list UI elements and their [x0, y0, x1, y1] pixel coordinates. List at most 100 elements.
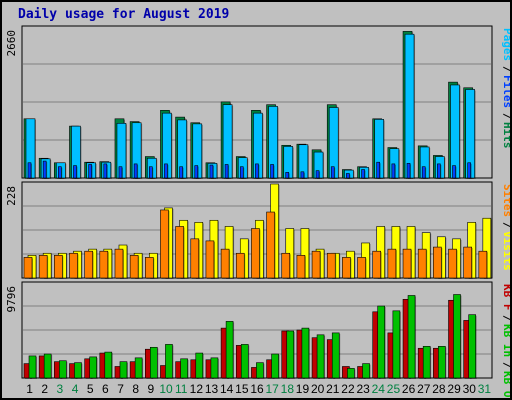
sites-bar — [402, 248, 412, 279]
sites-bar — [129, 255, 139, 279]
sites-bar — [190, 238, 200, 279]
kbin-bar — [347, 368, 355, 379]
day-label-7: 7 — [117, 382, 124, 396]
day-label-16: 16 — [250, 382, 264, 396]
sites-bar — [266, 211, 275, 279]
day-label-12: 12 — [190, 382, 204, 396]
day-label-29: 29 — [447, 382, 461, 396]
pages-bar — [148, 166, 153, 179]
day-label-21: 21 — [326, 382, 340, 396]
kbin-bar — [422, 346, 431, 379]
day-label-10: 10 — [159, 382, 173, 396]
kbin-bar — [316, 334, 325, 379]
day-label-15: 15 — [235, 382, 249, 396]
kbin-bar — [240, 344, 249, 379]
day-label-18: 18 — [281, 382, 295, 396]
sites-bar — [235, 252, 245, 279]
sites-bar — [54, 255, 63, 279]
kbin-bar — [43, 353, 52, 379]
sites-bar — [69, 252, 78, 279]
kbin-bar — [407, 295, 416, 379]
pages-bar — [330, 166, 335, 179]
day-label-24: 24 — [372, 382, 386, 396]
legend-hits: Hits — [501, 122, 510, 149]
legend-sites: Sites — [501, 184, 510, 217]
day-label-4: 4 — [72, 382, 79, 396]
pages-bar — [255, 163, 259, 179]
kbin-bar — [165, 344, 173, 379]
kbin-bar — [59, 360, 67, 379]
pages-bar — [452, 165, 456, 179]
pages-bar — [376, 161, 381, 179]
legend-separator: / — [501, 315, 510, 322]
pages-bar — [88, 164, 92, 179]
kbin-bar — [453, 294, 461, 379]
sites-bar — [220, 248, 230, 279]
sites-bar — [114, 248, 124, 279]
panel-2-ymax-label: 228 — [5, 186, 18, 206]
sites-bar — [372, 250, 382, 279]
sites-bar — [478, 250, 488, 279]
pages-bar — [361, 169, 365, 179]
kbin-bar — [271, 353, 279, 379]
kbin-bar — [377, 305, 386, 379]
pages-bar — [209, 164, 214, 179]
day-label-20: 20 — [311, 382, 325, 396]
day-label-28: 28 — [432, 382, 446, 396]
sites-bar — [84, 250, 93, 279]
sites-bar — [342, 257, 351, 279]
legend-pages: Pages — [501, 28, 510, 61]
pages-bar — [467, 162, 471, 179]
pages-bar — [103, 163, 108, 179]
pages-bar — [406, 163, 411, 179]
sites-bar — [144, 257, 154, 279]
kbin-bar — [180, 358, 188, 379]
legend-separator: / — [501, 222, 510, 229]
pages-bar — [194, 165, 199, 179]
day-label-27: 27 — [417, 382, 431, 396]
day-label-30: 30 — [463, 382, 477, 396]
day-label-31: 31 — [478, 382, 492, 396]
day-label-3: 3 — [57, 382, 64, 396]
kbin-bar — [362, 363, 370, 379]
day-label-13: 13 — [205, 382, 219, 396]
kbin-bar — [119, 361, 128, 379]
day-label-23: 23 — [356, 382, 370, 396]
sites-bar — [23, 257, 33, 279]
sites-bar — [448, 248, 457, 279]
legend-separator: / — [501, 113, 510, 120]
files-bar — [404, 33, 415, 179]
legend-separator: / — [501, 362, 510, 369]
day-label-22: 22 — [341, 382, 355, 396]
kbin-bar — [301, 327, 310, 379]
pages-bar — [58, 166, 62, 179]
legend-visits: Visits — [501, 231, 510, 271]
legend-separator: / — [501, 66, 510, 73]
pages-bar — [285, 172, 290, 179]
kbin-bar — [210, 357, 219, 379]
legend-kb-in: KB In — [501, 324, 510, 357]
sites-bar — [387, 248, 397, 279]
pages-bar — [437, 163, 441, 179]
kbin-bar — [225, 321, 234, 379]
sites-bar — [251, 228, 260, 279]
sites-bar — [417, 248, 427, 279]
kbin-bar — [286, 330, 295, 379]
kbin-bar — [468, 314, 476, 379]
day-label-6: 6 — [102, 382, 109, 396]
sites-bar — [326, 252, 336, 279]
pages-bar — [73, 165, 77, 179]
sites-bar — [99, 250, 109, 279]
pages-bar — [270, 164, 274, 179]
files-bar — [450, 84, 460, 179]
kbin-bar — [149, 346, 158, 379]
chart-title: Daily usage for August 2019 — [18, 7, 230, 22]
day-label-17: 17 — [265, 382, 279, 396]
kbin-bar — [134, 357, 143, 379]
pages-bar — [315, 170, 320, 179]
kbin-bar — [74, 362, 82, 379]
legend-kb-out: KB Out — [501, 371, 510, 398]
pages-bar — [164, 163, 168, 179]
